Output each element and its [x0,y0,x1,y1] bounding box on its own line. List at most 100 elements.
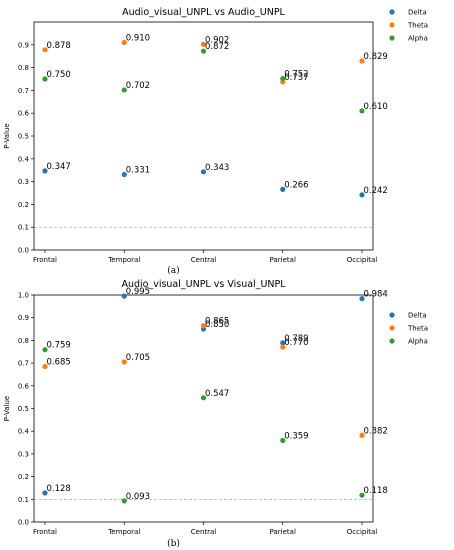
legend-label-alpha: Alpha [408,35,428,43]
x-tick-label: Temporal [107,528,140,536]
y-tick-label: 0.3 [18,450,29,458]
data-point-alpha [42,76,48,82]
data-label-alpha: 0.118 [364,486,388,496]
y-tick-label: 0.7 [18,360,29,368]
data-point-theta [200,41,207,47]
data-label-delta: 0.984 [364,290,388,300]
legend-label-theta: Theta [407,22,428,30]
data-point-delta [280,186,286,192]
data-point-theta [359,432,365,438]
y-tick-label: 0.6 [18,382,30,390]
x-tick-label: Occipital [347,256,378,264]
data-label-theta: 0.910 [126,34,150,44]
chart-title: Audio_visual_UNPL vs Audio_UNPL [122,7,285,18]
legend-label-delta: Delta [408,9,427,17]
y-tick-label: 0.4 [18,155,30,163]
chart-panel-2: Audio_visual_UNPL vs Visual_UNPL P-Value 0… [3,279,428,549]
data-label-theta: 0.705 [126,353,150,363]
data-label-theta: 0.770 [284,338,308,348]
data-label-alpha: 0.702 [126,81,150,91]
data-label-alpha: 0.359 [284,432,308,442]
x-tick-label: Central [191,256,217,264]
data-label-alpha: 0.093 [126,492,150,502]
data-label-alpha: 0.759 [47,341,71,351]
data-point-theta [42,47,48,53]
data-label-theta: 0.685 [47,358,71,368]
y-tick-label: 0.1 [18,224,29,232]
x-tick-label: Parietal [270,528,296,536]
data-point-alpha [121,87,127,93]
data-point-theta [200,323,207,329]
y-axis-label: P-Value [3,123,11,148]
data-point-delta [359,192,365,198]
y-tick-label: 0.6 [18,110,30,118]
legend-marker-theta [389,22,395,28]
data-point-alpha [280,75,286,82]
data-point-delta [121,171,127,178]
y-tick-label: 0.4 [18,428,30,436]
y-tick-label: 0.8 [18,337,29,345]
legend-label-delta: Delta [408,312,427,320]
x-tick-label: Frontal [33,256,57,264]
x-tick-label: Central [191,528,217,536]
y-tick-label: 0.1 [18,496,29,504]
data-point-delta [42,168,48,174]
x-tick-label: Occipital [347,528,378,536]
y-axis-label: P-Value [3,396,11,421]
data-label-delta: 0.347 [47,162,71,172]
data-point-delta [200,169,207,175]
y-tick-label: 0.5 [18,405,29,413]
chart-panel-1: Audio_visual_UNPL vs Audio_UNPL P-Value 0.… [3,7,428,276]
legend-marker-alpha [389,35,395,41]
data-point-alpha [280,437,286,444]
x-tick-label: Temporal [107,256,140,264]
legend-marker-delta [389,9,395,15]
data-point-theta [280,344,286,350]
legend-marker-delta [389,312,395,318]
data-label-theta: 0.902 [205,35,229,45]
y-tick-label: 0.9 [18,41,29,49]
data-point-theta [359,58,365,64]
data-label-delta: 0.789 [284,334,308,344]
y-tick-label: 0.3 [18,178,29,186]
data-label-theta: 0.878 [47,41,71,51]
x-tick-label: Frontal [33,528,57,536]
data-point-alpha [200,48,207,54]
data-label-theta: 0.829 [364,52,388,62]
data-label-delta: 0.850 [205,320,229,330]
y-tick-label: 0.2 [18,473,29,481]
data-label-alpha: 0.752 [284,70,308,80]
data-label-delta: 0.331 [126,166,150,176]
data-point-delta [121,293,127,299]
y-tick-label: 0.8 [18,64,29,72]
data-point-alpha [359,492,365,498]
data-point-delta [42,490,48,496]
y-tick-label: 0.2 [18,201,29,209]
data-point-theta [121,39,127,46]
data-point-delta [280,340,286,346]
legend-label-theta: Theta [407,325,428,333]
chart-title: Audio_visual_UNPL vs Visual_UNPL [121,279,286,290]
data-label-alpha: 0.547 [205,389,229,399]
data-label-delta: 0.995 [126,287,150,297]
panel-caption: (b) [167,538,180,549]
data-point-alpha [200,395,207,401]
data-point-alpha [42,347,48,353]
y-tick-label: 0.9 [18,314,29,322]
panel-caption: (a) [167,265,179,276]
data-label-delta: 0.343 [205,163,229,173]
data-label-theta: 0.737 [284,73,308,83]
plot-area-frame [33,21,374,251]
y-tick-label: 0.0 [18,247,29,255]
y-tick-label: 0.0 [18,519,29,527]
data-label-delta: 0.266 [284,180,308,190]
y-tick-label: 0.7 [18,87,29,95]
data-label-theta: 0.865 [205,317,229,327]
y-tick-label: 1.0 [18,292,29,300]
data-label-delta: 0.128 [47,484,71,494]
legend-marker-theta [389,325,395,331]
x-tick-label: Parietal [270,256,296,264]
data-point-theta [121,359,127,365]
data-label-alpha: 0.750 [47,70,71,80]
